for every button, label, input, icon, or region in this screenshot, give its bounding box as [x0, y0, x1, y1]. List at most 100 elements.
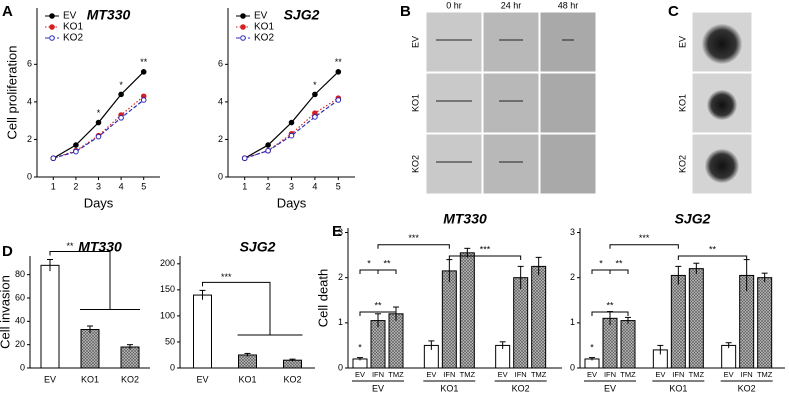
y-tick-label: 2 — [218, 134, 223, 144]
y-tick-label: 0 — [338, 362, 343, 372]
y-tick-label: 0 — [27, 171, 32, 181]
bar — [238, 354, 257, 369]
bar — [602, 317, 618, 369]
bracket — [49, 251, 111, 310]
y-tick-label: 6 — [218, 59, 223, 69]
legend-label: EV — [63, 11, 77, 22]
y-tick-label: 40 — [15, 316, 25, 326]
data-point — [312, 91, 318, 98]
column-label: 0 hr — [446, 0, 462, 10]
y-tick-label: 3 — [570, 227, 575, 237]
row-label: KO1 — [410, 94, 420, 112]
bar — [120, 346, 140, 369]
legend-label: KO1 — [63, 22, 83, 33]
bar — [40, 264, 60, 369]
data-point — [265, 142, 271, 148]
data-point — [73, 148, 79, 155]
data-point — [118, 91, 124, 98]
chart-title: MT330 — [78, 239, 122, 255]
x-tick-label: TMZ — [757, 370, 773, 379]
x-tick-label: IFN — [672, 370, 684, 379]
x-tick-label: KO2 — [121, 374, 139, 384]
spheroid — [702, 24, 742, 64]
data-point — [118, 115, 124, 121]
data-point — [50, 155, 57, 162]
micrograph — [425, 11, 483, 73]
chart-title: SJG2 — [284, 7, 320, 23]
data-point — [335, 69, 342, 75]
significance: * — [599, 258, 603, 268]
micrograph — [425, 72, 483, 134]
legend-marker — [240, 35, 246, 41]
panel-letter: D — [2, 243, 13, 260]
chart-title: SJG2 — [675, 211, 711, 227]
x-tick-label: IFN — [443, 370, 455, 379]
bracket — [377, 269, 397, 274]
legend-label: KO2 — [63, 33, 83, 44]
spheroid — [707, 90, 737, 120]
legend-marker — [240, 24, 246, 30]
panel-letter: A — [2, 3, 13, 20]
x-tick-label: IFN — [741, 370, 753, 379]
micrograph — [539, 133, 597, 195]
legend-label: KO2 — [254, 33, 274, 44]
bar — [757, 277, 773, 369]
x-tick-label: 5 — [141, 181, 146, 191]
row-label: EV — [677, 36, 687, 48]
x-tick-label: EV — [498, 370, 508, 379]
bracket — [359, 269, 379, 274]
x-tick-label: TMZ — [460, 370, 476, 379]
significance: ** — [383, 258, 391, 268]
x-tick-label: IFN — [604, 370, 616, 379]
spheroid — [705, 149, 739, 183]
data-point — [241, 155, 248, 162]
chart-title: MT330 — [443, 211, 487, 227]
x-tick-label: 3 — [289, 181, 294, 191]
y-tick-label: 2 — [570, 272, 575, 282]
legend-marker — [49, 13, 55, 19]
y-axis-label: Cell death — [315, 269, 330, 328]
significance: ** — [709, 244, 717, 254]
x-tick-label: EV — [655, 370, 665, 379]
y-tick-label: 0 — [170, 362, 175, 372]
panel-letter: E — [332, 223, 342, 240]
y-tick-label: 6 — [27, 59, 32, 69]
micrograph — [539, 11, 597, 73]
x-tick-label: 4 — [312, 181, 317, 191]
significance: ** — [606, 300, 614, 310]
group-label: KO2 — [512, 383, 530, 393]
bar — [459, 252, 475, 369]
x-tick-label: EV — [355, 370, 365, 379]
bracket — [609, 244, 679, 249]
bracket — [591, 311, 629, 316]
data-point — [265, 147, 271, 154]
bracket — [677, 255, 748, 260]
significance: * — [97, 108, 101, 118]
y-axis-label: Cell invasion — [0, 275, 12, 349]
y-tick-label: 150 — [160, 284, 175, 294]
bracket — [359, 311, 397, 316]
chart-title: MT330 — [87, 7, 131, 23]
x-tick-label: EV — [724, 370, 734, 379]
legend-marker — [49, 24, 55, 30]
y-tick-label: 0 — [218, 171, 223, 181]
bracket — [591, 269, 611, 274]
legend-label: KO1 — [254, 22, 274, 33]
micrograph — [539, 72, 597, 134]
data-point — [288, 132, 295, 139]
significance: * — [367, 258, 371, 268]
micrograph — [425, 133, 483, 195]
y-tick-label: 0 — [570, 362, 575, 372]
significance: ** — [140, 57, 148, 67]
y-tick-label: 60 — [15, 292, 25, 302]
significance: ** — [335, 57, 343, 67]
data-point — [95, 119, 102, 126]
significance: ** — [615, 258, 623, 268]
x-tick-label: 2 — [73, 181, 78, 191]
significance: * — [590, 342, 594, 352]
significance: * — [119, 80, 123, 90]
bar — [388, 313, 404, 369]
data-point — [335, 97, 342, 103]
column-label: 48 hr — [558, 0, 579, 10]
x-tick-label: KO2 — [283, 374, 301, 384]
